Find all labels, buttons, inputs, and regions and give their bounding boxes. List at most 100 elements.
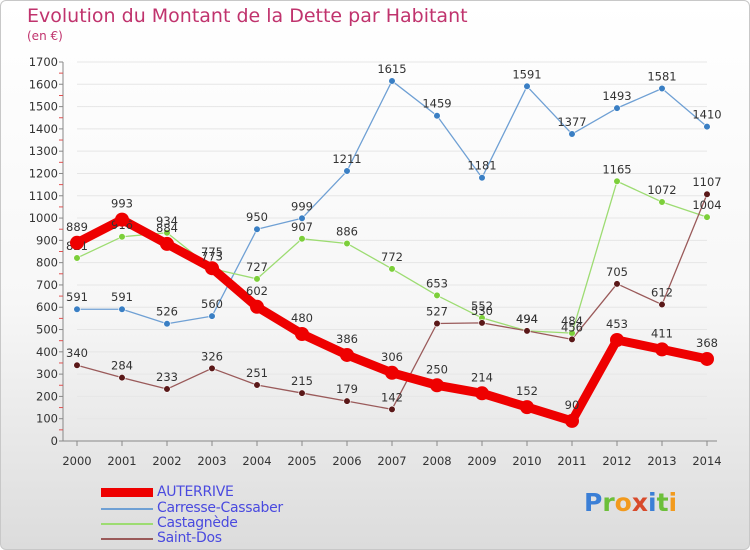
y-tick-label: 100 (36, 412, 58, 426)
y-tick-label: 700 (36, 278, 58, 292)
logo-letter: x (631, 488, 648, 517)
data-point-auterrive (430, 378, 444, 393)
x-tick-label: 2002 (152, 454, 181, 468)
data-label-saint-dos: 251 (246, 366, 268, 380)
data-point-saint-dos (118, 374, 126, 382)
x-tick-label: 2014 (692, 454, 721, 468)
data-point-carresse-cassaber (658, 84, 666, 93)
data-label-castagnède: 1072 (647, 183, 676, 197)
logo-letter: i (648, 488, 657, 517)
data-label-saint-dos: 326 (201, 349, 223, 363)
data-point-saint-dos (298, 389, 306, 397)
data-label-castagnède: 1165 (602, 162, 631, 176)
data-label-castagnède: 773 (201, 250, 223, 264)
data-label-auterrive: 889 (66, 220, 88, 234)
data-label-auterrive: 152 (516, 384, 538, 398)
y-tick-label: 300 (36, 367, 58, 381)
data-label-carresse-cassaber: 526 (156, 305, 178, 319)
data-label-castagnède: 907 (291, 220, 313, 234)
x-tick-label: 2012 (602, 454, 631, 468)
y-tick-label: 1500 (29, 100, 58, 114)
data-label-saint-dos: 494 (516, 312, 538, 326)
data-point-carresse-cassaber (253, 225, 261, 233)
data-point-carresse-cassaber (523, 82, 531, 90)
data-label-castagnède: 494 (516, 312, 538, 326)
data-point-auterrive (565, 413, 579, 428)
data-label-auterrive: 386 (336, 332, 358, 346)
data-point-saint-dos (433, 319, 441, 328)
data-point-auterrive (160, 236, 174, 251)
data-label-carresse-cassaber: 1181 (467, 159, 496, 173)
data-point-castagnède (73, 254, 81, 262)
y-tick-label: 400 (36, 345, 58, 359)
y-tick-label: 1200 (29, 166, 58, 180)
data-point-saint-dos (343, 397, 351, 405)
data-label-auterrive: 775 (201, 245, 223, 259)
y-tick-label: 800 (36, 256, 58, 270)
x-tick-label: 2006 (332, 454, 361, 468)
data-point-auterrive (250, 299, 264, 314)
chart-title: Evolution du Montant de la Dette par Hab… (27, 5, 468, 27)
data-label-saint-dos: 284 (111, 359, 133, 373)
data-label-saint-dos: 340 (66, 346, 88, 360)
data-label-auterrive: 306 (381, 350, 403, 364)
data-point-castagnède (343, 239, 351, 248)
data-point-auterrive (115, 212, 129, 227)
data-label-castagnède: 552 (471, 299, 493, 313)
data-point-carresse-cassaber (388, 77, 396, 85)
data-label-carresse-cassaber: 1459 (422, 97, 451, 111)
data-label-carresse-cassaber: 1377 (557, 115, 586, 129)
data-label-saint-dos: 1107 (692, 175, 721, 189)
data-label-saint-dos: 612 (651, 286, 673, 300)
data-label-carresse-cassaber: 1591 (512, 67, 541, 81)
x-tick-label: 2009 (467, 454, 496, 468)
legend-swatch-saint-dos (101, 538, 153, 540)
data-point-carresse-cassaber (118, 305, 126, 313)
x-tick-label: 2008 (422, 454, 451, 468)
legend-swatch-castagnede (101, 523, 153, 525)
data-point-auterrive (655, 342, 669, 357)
data-point-saint-dos (388, 405, 396, 413)
data-label-saint-dos: 530 (471, 304, 493, 318)
data-point-carresse-cassaber (163, 320, 171, 328)
legend-label-auterrive: AUTERRIVE (157, 484, 234, 500)
legend-label-carresse-cassaber: Carresse-Cassaber (157, 500, 283, 516)
data-point-castagnède (163, 229, 171, 237)
data-point-saint-dos (163, 385, 171, 393)
data-label-auterrive: 453 (606, 317, 628, 331)
data-label-saint-dos: 705 (606, 265, 628, 279)
data-label-carresse-cassaber: 950 (246, 210, 268, 224)
y-tick-label: 600 (36, 300, 58, 314)
data-label-carresse-cassaber: 560 (201, 297, 223, 311)
y-tick-label: 1700 (29, 55, 58, 69)
data-point-carresse-cassaber (478, 174, 486, 182)
data-label-carresse-cassaber: 1581 (647, 70, 676, 84)
data-point-auterrive (475, 386, 489, 401)
y-tick-label: 0 (51, 434, 58, 448)
data-point-auterrive (340, 347, 354, 362)
data-label-carresse-cassaber: 591 (66, 290, 88, 304)
legend-swatch-carresse-cassaber (101, 508, 153, 510)
data-point-auterrive (205, 261, 219, 276)
y-tick-label: 500 (36, 323, 58, 337)
data-point-saint-dos (73, 361, 81, 369)
data-label-auterrive: 90 (565, 398, 580, 412)
data-label-auterrive: 480 (291, 311, 313, 325)
data-label-auterrive: 411 (651, 326, 673, 340)
data-label-saint-dos: 142 (381, 390, 403, 404)
x-tick-label: 2013 (647, 454, 676, 468)
data-point-auterrive (70, 235, 84, 250)
data-point-castagnède (388, 265, 396, 273)
legend-label-castagnede: Castagnède (157, 515, 238, 531)
x-tick-label: 2007 (377, 454, 406, 468)
y-tick-label: 900 (36, 233, 58, 247)
y-tick-label: 1600 (29, 77, 58, 91)
data-label-castagnède: 727 (246, 260, 268, 274)
data-label-carresse-cassaber: 999 (291, 199, 313, 213)
data-point-castagnède (118, 233, 126, 241)
x-tick-label: 2005 (287, 454, 316, 468)
data-label-carresse-cassaber: 1410 (692, 108, 721, 122)
data-label-saint-dos: 233 (156, 370, 178, 384)
chart-subtitle: (en €) (27, 29, 63, 43)
